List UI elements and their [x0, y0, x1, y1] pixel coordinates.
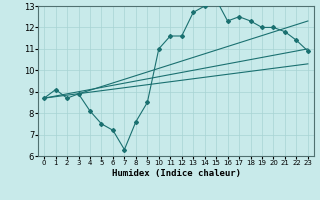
X-axis label: Humidex (Indice chaleur): Humidex (Indice chaleur): [111, 169, 241, 178]
